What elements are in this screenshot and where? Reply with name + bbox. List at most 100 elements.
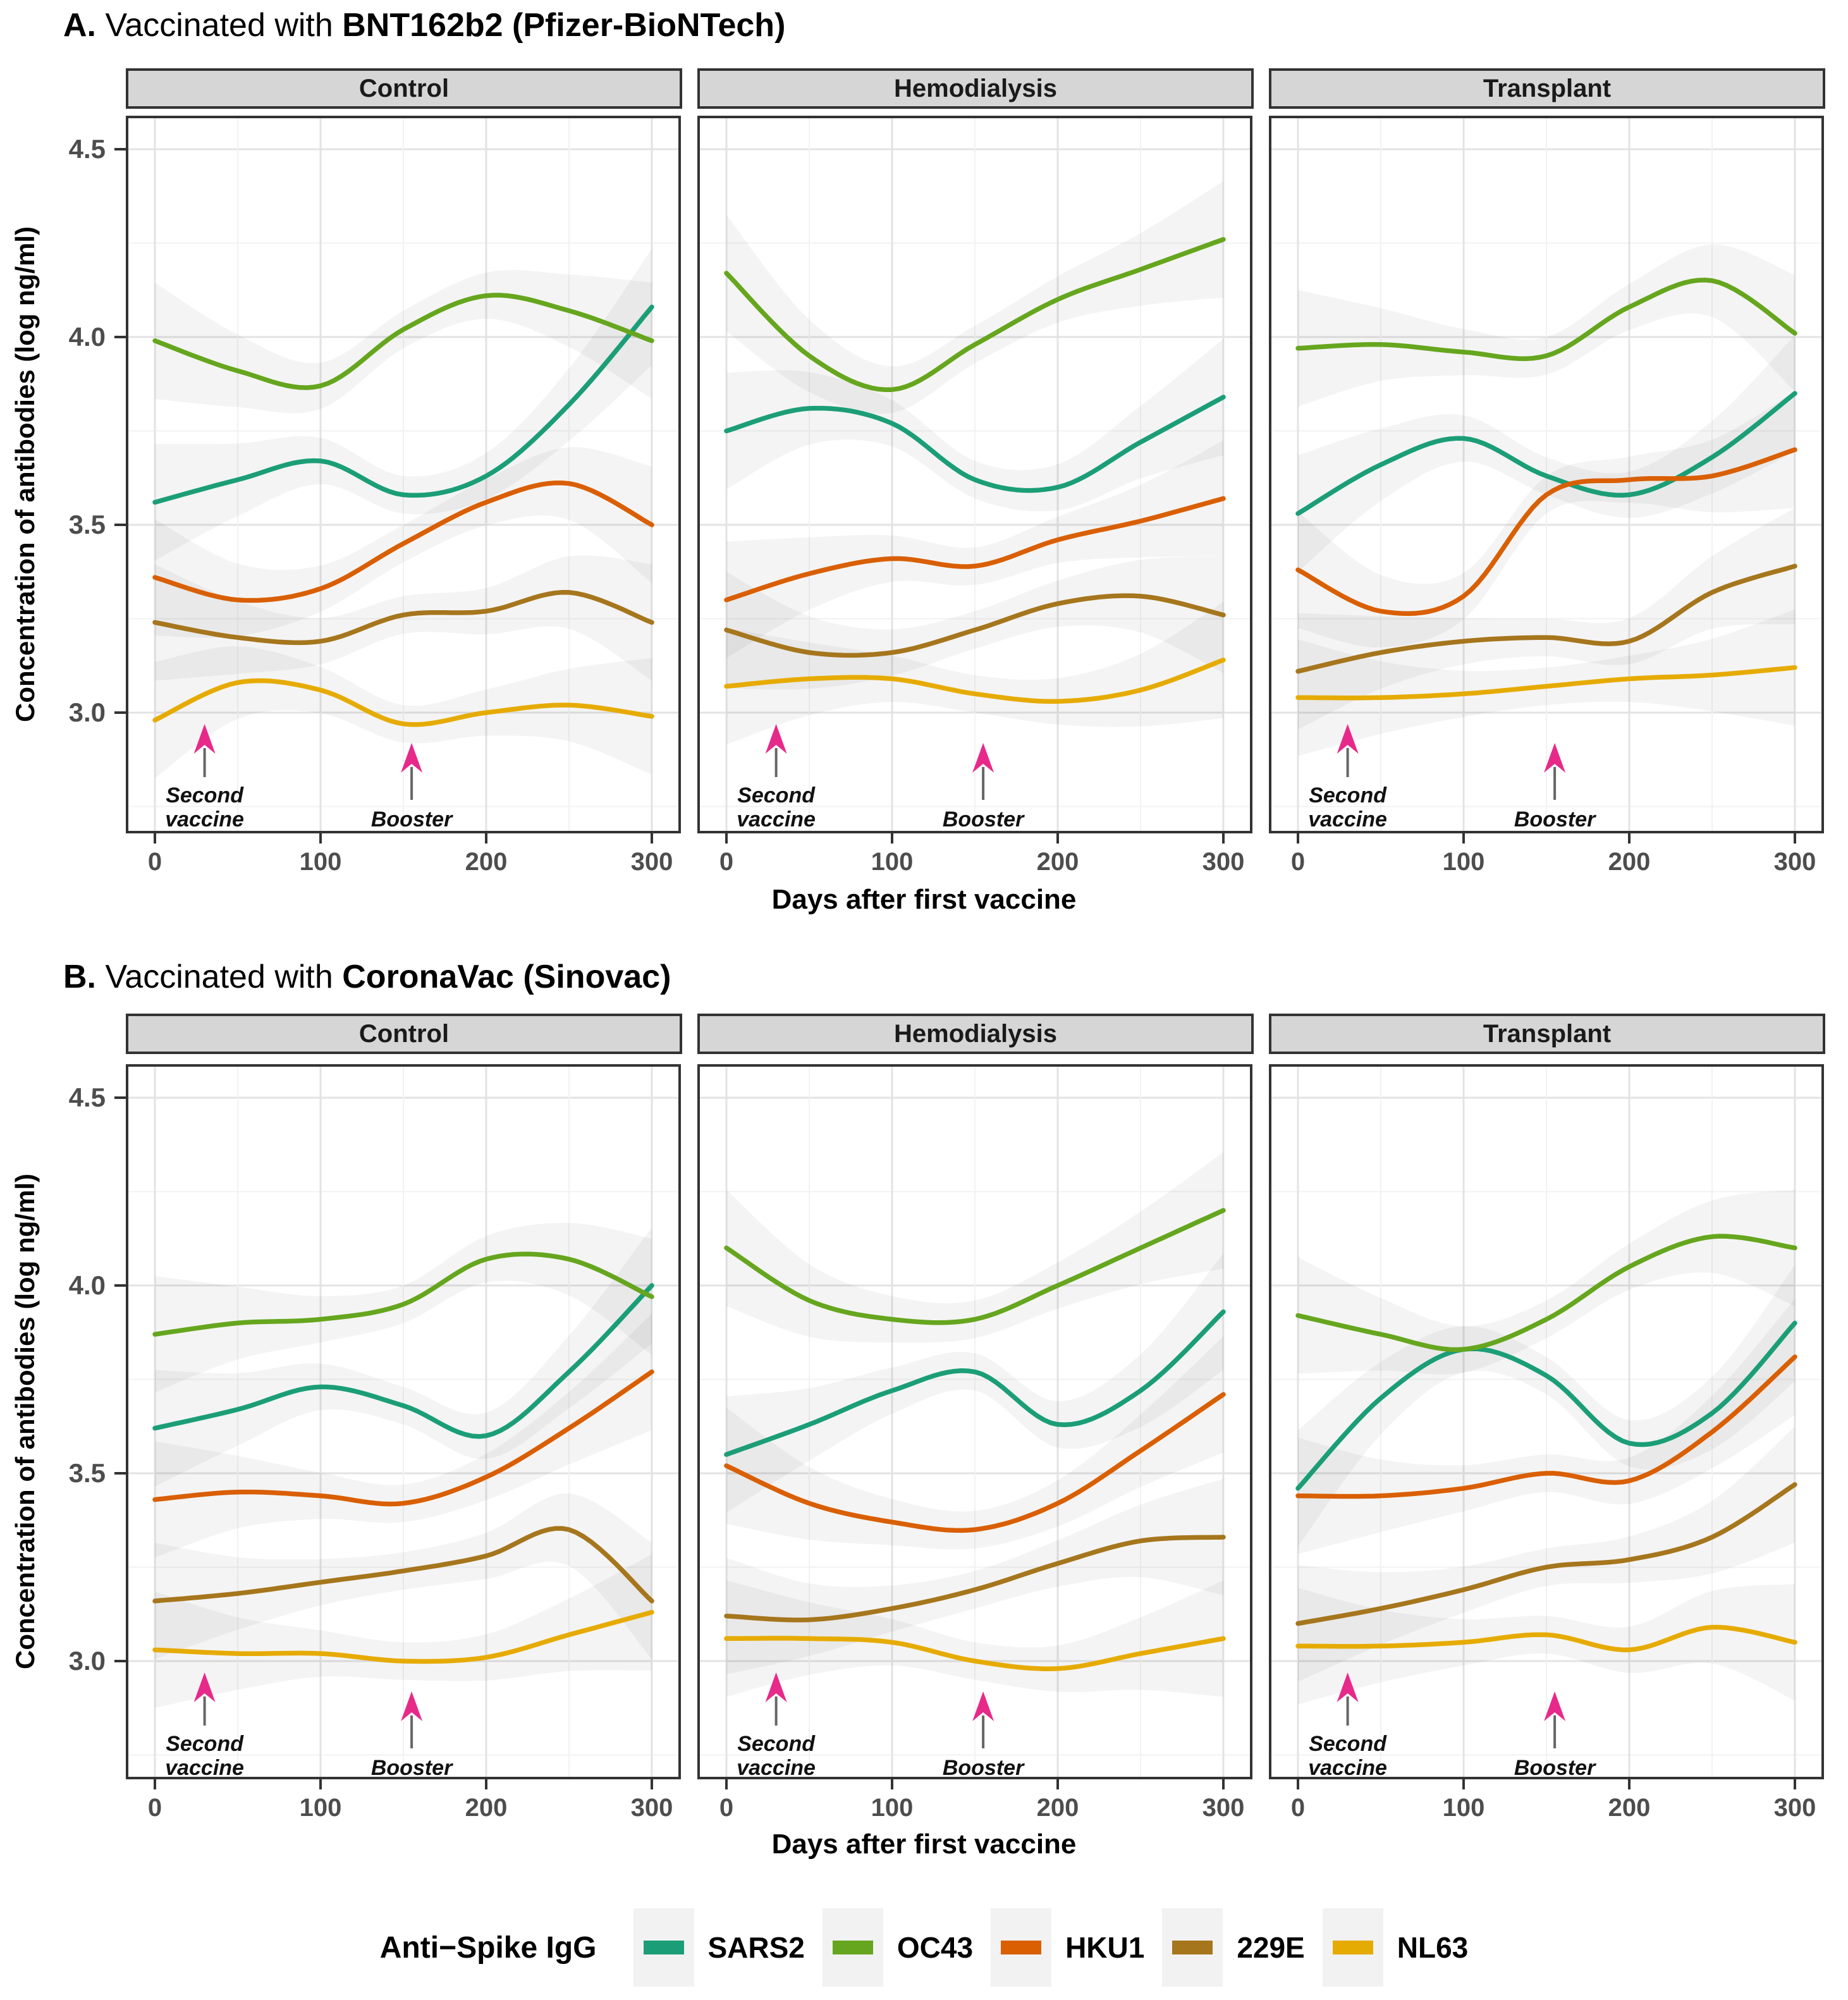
x-tick-label: 300	[1202, 848, 1245, 876]
series-line-sars2	[724, 395, 1226, 493]
ci-ribbon-sars2	[1298, 1265, 1795, 1547]
series-line-229e	[724, 1535, 1226, 1623]
series-line-sars2	[152, 304, 654, 505]
x-tick-label: 100	[300, 848, 342, 876]
series-line-sars2	[152, 1283, 654, 1439]
ci-ribbon-oc43	[155, 1223, 652, 1393]
annotation-label: Booster	[943, 807, 1025, 831]
y-tick-label: 3.0	[69, 1646, 106, 1676]
annotation-label: Booster	[1514, 807, 1596, 831]
x-tick-label: 300	[1202, 1794, 1245, 1822]
ci-ribbon-hku1	[726, 1336, 1223, 1550]
x-tick-label: 200	[1608, 1794, 1651, 1822]
y-tick-label: 4.0	[69, 1270, 106, 1300]
ci-ribbon-sars2	[155, 1227, 652, 1487]
legend-swatch-icon	[1172, 1941, 1213, 1954]
annotation-label: Booster	[371, 807, 453, 831]
series-line-sars2	[1295, 1320, 1797, 1491]
y-tick-label: 3.5	[69, 1458, 106, 1488]
panel-a-title-mid: Vaccinated with	[96, 7, 343, 44]
x-tick-label: 100	[1443, 1794, 1485, 1822]
annotation-arrow-head-icon	[1337, 1672, 1359, 1702]
legend-item-hku1: HKU1	[991, 1908, 1144, 1987]
x-tick-label: 0	[719, 1794, 733, 1822]
ci-ribbon-229e	[155, 555, 652, 681]
ci-ribbon-oc43	[1298, 1189, 1795, 1375]
ci-ribbon-hku1	[155, 1313, 652, 1558]
ci-ribbon-oc43	[1298, 244, 1795, 407]
facet-strip-transplant-a: Transplant	[1269, 68, 1825, 109]
legend-title: Anti−Spike IgG	[379, 1930, 597, 1965]
annotation-arrow-head-icon	[401, 1691, 423, 1721]
series-line-sars2	[1295, 391, 1797, 516]
ci-ribbon-sars2	[726, 1253, 1223, 1513]
legend-item-nl63: NL63	[1322, 1908, 1469, 1987]
x-tick-label: 300	[631, 1794, 673, 1822]
legend-key-nl63	[1322, 1908, 1383, 1987]
annotation-arrow-head-icon	[1544, 743, 1566, 773]
annotation-label: vaccine	[165, 1756, 244, 1779]
annotation-label: Booster	[371, 1756, 453, 1779]
y-tick-label: 4.5	[69, 1083, 106, 1112]
ci-ribbon-sars2	[155, 248, 652, 561]
legend-item-229e: 229E	[1162, 1908, 1305, 1987]
panel-a-x-axis-title: Days after first vaccine	[771, 884, 1077, 915]
x-tick-label: 100	[871, 1794, 914, 1822]
x-tick-label: 300	[631, 848, 673, 876]
ci-ribbon-229e	[1298, 1426, 1795, 1682]
ci-ribbon-sars2	[1298, 335, 1795, 572]
x-axis-control-a: 0 100 200 300	[148, 833, 673, 876]
panel-b-title-vaccine: CoronaVac (Sinovac)	[342, 959, 671, 995]
annotation-label: Second	[166, 783, 244, 807]
ci-ribbon-nl63	[1298, 609, 1795, 756]
annotation-label: Second	[166, 1732, 244, 1756]
series-line-oc43	[152, 1251, 654, 1337]
series-line-hku1	[1295, 447, 1797, 617]
legend-swatch-icon	[1332, 1941, 1373, 1954]
ci-ribbon-nl63	[155, 1554, 652, 1709]
x-axis-hemodialysis-b: 0 100 200 300	[719, 1779, 1245, 1822]
annotation-label: vaccine	[737, 807, 816, 831]
series-line-hku1	[152, 1369, 654, 1507]
panel-a-title: A. Vaccinated with BNT162b2 (Pfizer-BioN…	[63, 6, 785, 44]
ci-ribbon-nl63	[1298, 1584, 1795, 1705]
annotation-label: Second	[737, 783, 816, 807]
panel-a-title-prefix: A.	[63, 7, 96, 44]
annotation-arrow-head-icon	[193, 1672, 216, 1702]
ci-ribbon-hku1	[1298, 391, 1795, 647]
y-tick-label: 3.5	[69, 510, 106, 539]
annotation-arrow-head-icon	[401, 743, 423, 773]
legend-key-229e	[1162, 1908, 1223, 1987]
legend-label: OC43	[896, 1931, 974, 1964]
ci-ribbon-229e	[726, 1478, 1223, 1674]
legend-label: 229E	[1237, 1931, 1305, 1964]
legend-label: NL63	[1397, 1931, 1469, 1964]
ci-ribbon-oc43	[726, 1152, 1223, 1343]
ci-ribbon-229e	[1298, 508, 1795, 730]
legend: Anti−Spike IgG SARS2 OC43 HKU1 229E NL63	[0, 1908, 1848, 1987]
x-tick-label: 200	[1037, 848, 1079, 876]
x-tick-label: 100	[871, 848, 914, 876]
y-tick-label: 3.0	[69, 697, 106, 727]
legend-item-sars2: SARS2	[633, 1908, 805, 1987]
x-tick-label: 200	[1037, 1794, 1079, 1822]
legend-swatch-icon	[1001, 1941, 1042, 1954]
series-line-oc43	[1295, 278, 1797, 361]
annotation-label: Second	[1309, 1732, 1387, 1756]
series-line-229e	[724, 593, 1226, 658]
annotation-label: vaccine	[1308, 807, 1387, 831]
legend-item-oc43: OC43	[822, 1908, 974, 1987]
x-tick-label: 0	[148, 848, 162, 876]
annotation-label: Second	[1309, 783, 1387, 807]
y-tick-label: 4.0	[69, 322, 106, 352]
panel-b-title: B. Vaccinated with CoronaVac (Sinovac)	[63, 958, 671, 996]
y-tick-label: 4.5	[69, 134, 106, 164]
annotation-arrow-head-icon	[765, 724, 787, 754]
series-line-nl63	[724, 658, 1226, 704]
facet-strip-hemodialysis-b: Hemodialysis	[697, 1014, 1254, 1054]
x-tick-label: 0	[148, 1794, 162, 1822]
x-tick-label: 200	[465, 1794, 508, 1822]
series-line-hku1	[152, 480, 654, 603]
